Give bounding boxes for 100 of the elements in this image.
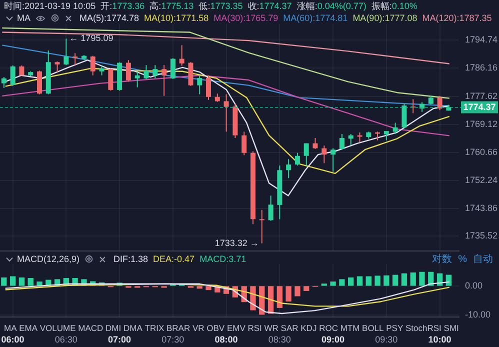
y-tick-label: -10.00 (465, 310, 491, 320)
annotation: % (458, 254, 467, 264)
x-tick-label: 08:30 (268, 334, 291, 344)
x-tick-label: 10:00 (428, 334, 452, 344)
annotation: ← 1795.09 (69, 33, 114, 44)
bar (286, 286, 292, 302)
bar (1, 277, 7, 286)
candlestick (224, 94, 229, 132)
text: 高:1775.13 (150, 0, 194, 12)
bar (446, 274, 452, 286)
bar (28, 278, 34, 286)
text: SAR (280, 322, 298, 332)
annotation: 对数 (432, 252, 452, 266)
text: EMV (226, 322, 246, 332)
y-tick-label: 1769.12 (465, 119, 498, 130)
candlestick (312, 137, 318, 150)
text: MA(60):1774.81 (283, 13, 348, 23)
text: DMI (106, 322, 122, 332)
candlestick (242, 131, 247, 156)
candlestick (286, 158, 292, 179)
candlestick (162, 64, 167, 96)
candlestick (36, 70, 42, 95)
bar (339, 279, 345, 286)
text: 低:1773.35 (198, 0, 243, 12)
text: 开:1773.36 (100, 0, 145, 12)
text: OBV (206, 322, 225, 332)
text: 时间:2021-03-19 10:05 (4, 0, 96, 12)
y-tick-label: 1743.86 (465, 202, 498, 213)
bar (392, 274, 398, 286)
bar (18, 277, 25, 286)
y-tick-label: 0.00 (465, 280, 483, 290)
text: MA(5):1774.78 (80, 13, 140, 23)
bar (419, 272, 425, 286)
bar (374, 276, 380, 286)
text: 振幅:0.10% (371, 0, 418, 12)
candlestick (330, 148, 336, 172)
bar (330, 282, 336, 286)
candlestick (304, 142, 309, 166)
candlestick (339, 134, 344, 150)
candlestick (437, 95, 442, 111)
x-tick-label: 07:30 (162, 334, 184, 344)
candlestick (1, 76, 6, 88)
x-tick-label: 09:30 (375, 334, 398, 344)
bar (276, 286, 282, 308)
candlestick (90, 55, 96, 76)
text: EMA (19, 322, 38, 332)
bar (294, 286, 300, 296)
x-tick-label: 06:00 (1, 334, 24, 344)
candlestick (402, 103, 407, 129)
text: MA(120):1787.35 (422, 13, 492, 23)
text: MA(10):1771.58 (144, 13, 209, 23)
text: TRIX (144, 322, 164, 332)
text: MACD (78, 322, 104, 332)
candlestick (144, 64, 149, 80)
candlestick (392, 122, 398, 135)
candlestick (268, 195, 274, 222)
candlestick (170, 58, 176, 80)
text: DEA:-0.47 (153, 254, 195, 264)
text: RSI (248, 322, 262, 332)
text: MACD:3.71 (200, 254, 246, 264)
bar (348, 277, 354, 286)
candlestick (188, 62, 194, 86)
bar (268, 286, 274, 314)
candlestick (99, 65, 104, 76)
candlestick (206, 74, 212, 100)
ref-line-label: 1774.37 (463, 102, 496, 112)
text: BRAR (166, 322, 190, 332)
text: 自动 (473, 253, 493, 266)
bar (401, 273, 408, 286)
candlestick (179, 44, 184, 66)
candlestick (134, 72, 140, 88)
candlestick (108, 68, 114, 92)
candlestick (126, 60, 131, 82)
candlestick (10, 64, 16, 86)
candlestick (384, 130, 389, 141)
text: StochRSI (406, 322, 442, 332)
candlestick (72, 52, 78, 66)
bar (196, 286, 202, 289)
candlestick (152, 64, 158, 79)
text: DMA (124, 322, 142, 332)
text: MA(90):1777.08 (352, 13, 418, 23)
text: ROC (319, 322, 338, 332)
text: SMI (444, 322, 459, 332)
text: 涨幅:0.04%(0.77) (296, 0, 366, 12)
bar (304, 286, 310, 291)
text: 收:1774.37 (248, 0, 292, 12)
legend-title: MA (17, 13, 30, 23)
legend-title: MACD(12,26,9) (17, 254, 80, 264)
candlestick (322, 145, 327, 164)
candlestick (19, 64, 24, 76)
candlestick (259, 209, 264, 244)
bar (384, 275, 390, 286)
text: MA(30):1765.79 (214, 13, 278, 23)
candlestick (64, 38, 69, 66)
candlestick (197, 74, 202, 95)
text: MA (4, 322, 17, 332)
bar (206, 286, 212, 290)
candlestick (294, 152, 300, 166)
x-tick-label: 06:30 (54, 334, 78, 344)
candlestick (54, 60, 60, 73)
